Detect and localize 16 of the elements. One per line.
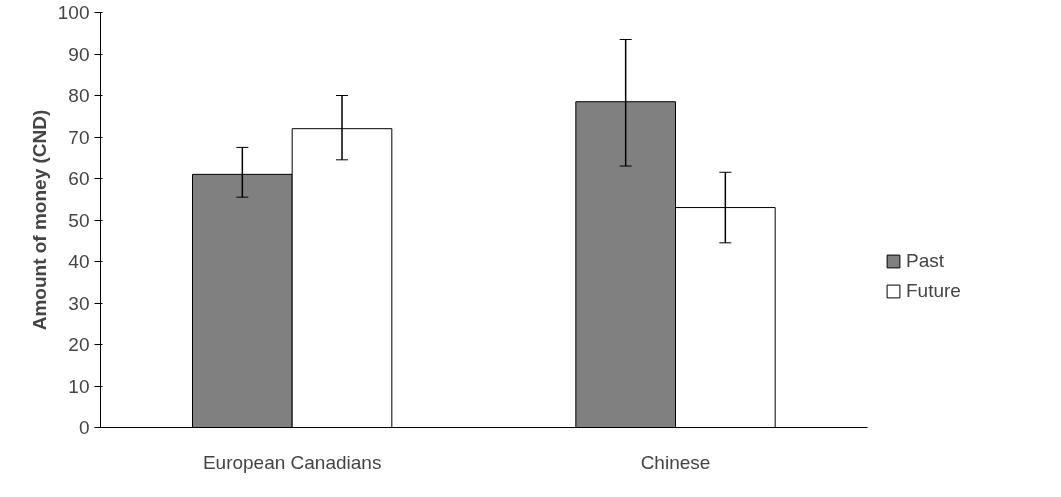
- y-tick-label: 10: [68, 375, 90, 397]
- y-tick-label: 60: [68, 168, 90, 189]
- y-tick-label: 20: [68, 334, 90, 355]
- legend-label: Future: [906, 280, 961, 302]
- y-tick-label: 40: [68, 251, 90, 272]
- y-tick-label: 50: [68, 209, 90, 231]
- y-tick-label: 100: [57, 2, 90, 23]
- y-tick-label: 0: [78, 417, 90, 438]
- legend-label: Past: [906, 250, 945, 272]
- y-axis-title: Amount of money (CND): [28, 109, 50, 331]
- x-tick-label: European Canadians: [202, 451, 382, 473]
- y-tick-label: 70: [68, 126, 90, 148]
- y-tick-label: 90: [68, 43, 90, 65]
- y-tick-label: 80: [68, 85, 90, 106]
- x-tick-label: Chinese: [640, 451, 711, 473]
- y-tick-label: 30: [68, 292, 90, 314]
